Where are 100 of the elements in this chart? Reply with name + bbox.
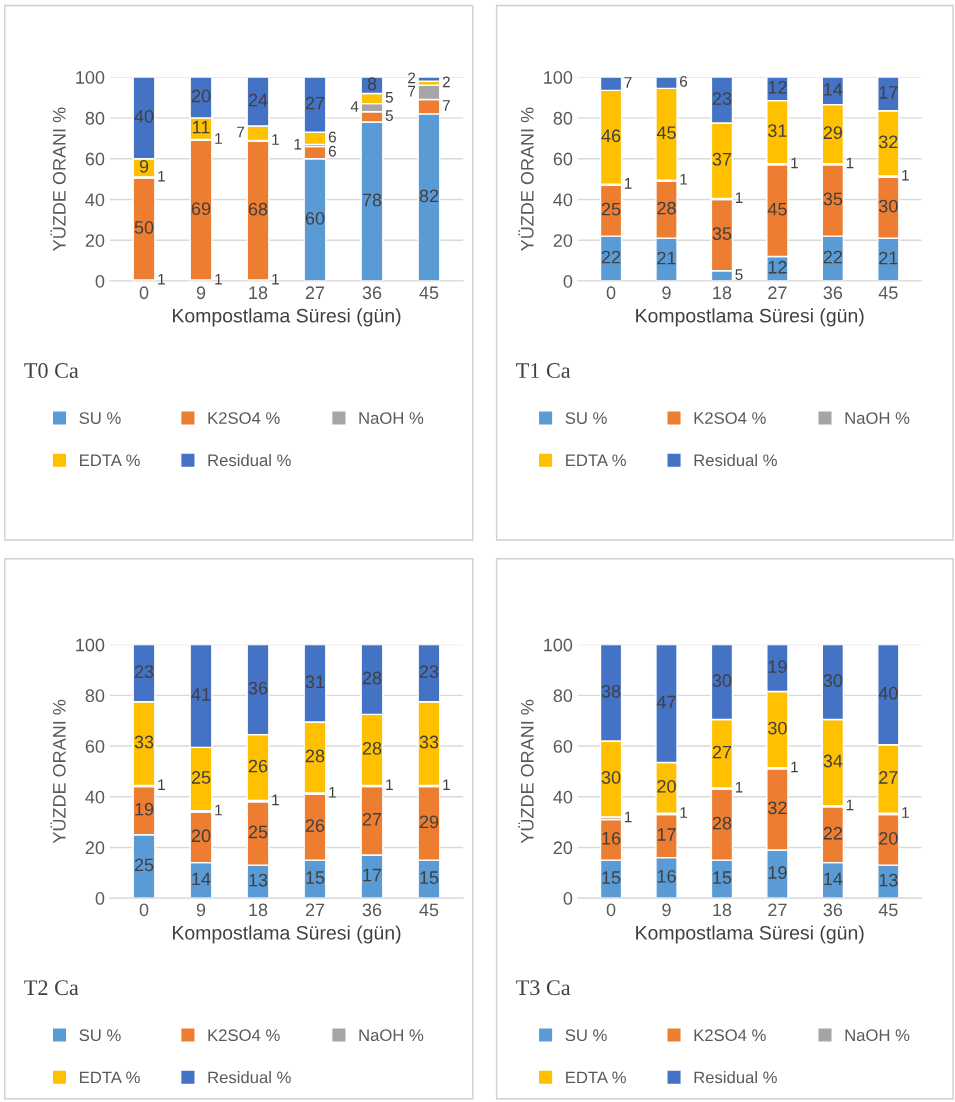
legend-label: SU % [565,1029,607,1042]
y-tick-label: 100 [76,638,105,652]
data-label: 1 [158,779,165,790]
x-tick-label: 36 [362,286,382,300]
x-tick-label: 27 [305,286,325,299]
text: T2 Ca [24,980,79,996]
x-axis-title: Kompostlama Süresi (gün) [636,308,864,327]
legend-label: EDTA % [80,1071,140,1084]
data-label: 1 [272,134,279,145]
data-label: 22 [823,826,842,840]
data-label: 31 [768,124,787,138]
data-label: 1 [791,157,798,169]
data-label: 15 [306,871,325,884]
data-label: 20 [657,779,676,793]
data-label: 1 [215,804,222,816]
data-label: 20 [879,831,898,845]
data-label: 2 [408,72,416,84]
data-label: 29 [823,126,843,140]
data-label: 1 [158,170,165,182]
x-tick-label: 0 [139,286,149,300]
legend-label: Residual % [208,453,291,467]
text: T0 Ca [24,363,79,379]
data-label: 22 [601,250,621,264]
legend-label: K2SO4 % [208,1029,280,1042]
y-tick-label: 0 [563,274,573,288]
data-label: 1 [680,807,687,818]
x-tick-label: 18 [249,903,268,917]
data-label: 38 [601,684,621,698]
y-tick-label: 20 [85,234,105,247]
data-label: 21 [657,251,676,265]
data-label: 47 [656,695,676,709]
data-label: 4 [350,101,359,112]
data-label: 16 [602,831,621,845]
data-label: 17 [879,86,898,99]
data-label: 27 [879,771,898,784]
data-label: 78 [362,193,382,207]
y-tick-label: 20 [553,841,573,855]
data-label: 41 [191,688,211,701]
x-tick-label: 9 [662,903,671,917]
x-tick-label: 36 [823,286,843,300]
data-label: 82 [419,189,439,203]
data-label: 1 [272,794,279,806]
y-tick-label: 20 [553,234,573,247]
x-axis-title: Kompostlama Süresi (gün) [636,925,864,944]
legend-label: NaOH % [845,1029,910,1042]
data-label: 19 [768,866,787,879]
data-label: 37 [712,152,732,166]
y-tick-label: 60 [85,152,105,166]
data-label: 13 [879,873,898,887]
text: T1 Ca [516,363,571,379]
data-label: 26 [305,819,325,833]
data-label: 1 [902,169,909,181]
data-label: 30 [878,199,898,213]
data-label: 27 [305,96,325,110]
data-label: 14 [824,872,843,886]
y-tick-label: 100 [544,638,573,652]
data-label: 16 [657,869,676,883]
data-label: 1 [272,273,279,285]
y-tick-label: 0 [563,892,573,905]
x-tick-label: 36 [362,903,382,917]
x-tick-label: 45 [878,286,898,300]
legend-label: Residual % [694,453,777,467]
data-label: 15 [420,871,439,884]
y-tick-label: 60 [553,152,573,166]
text: T3 Ca [516,980,571,996]
data-label: 15 [713,871,732,884]
data-label: 2 [442,76,450,88]
y-tick-label: 100 [76,71,105,84]
data-label: 1 [158,273,165,285]
data-label: 30 [768,721,787,735]
data-label: 35 [823,192,843,206]
data-label: 22 [823,250,842,264]
data-label: 28 [362,671,382,685]
y-tick-label: 40 [85,193,105,207]
legend-label: Residual % [694,1071,777,1084]
data-label: 25 [134,858,154,872]
data-label: 5 [735,269,743,281]
y-tick-label: 80 [553,689,573,703]
legend-label: SU % [565,412,607,424]
x-tick-label: 0 [606,903,616,917]
x-tick-label: 9 [662,286,671,300]
x-tick-label: 0 [139,903,149,917]
legend-label: K2SO4 % [694,412,766,424]
data-label: 30 [712,674,732,687]
data-label: 7 [624,77,632,88]
x-tick-label: 0 [606,286,616,300]
data-label: 33 [134,735,154,749]
data-label: 31 [305,675,325,689]
x-tick-label: 45 [419,903,439,917]
data-label: 5 [385,110,393,121]
legend-label: K2SO4 % [208,412,280,424]
legend-label: NaOH % [845,412,910,424]
x-tick-label: 45 [419,286,439,300]
data-label: 12 [768,80,787,94]
x-tick-label: 18 [249,286,268,300]
y-tick-label: 80 [85,111,105,125]
data-label: 8 [367,77,377,91]
data-label: 32 [878,135,898,149]
legend-label: K2SO4 % [694,1029,766,1042]
y-axis-title: YÜZDE ORANI % [518,699,534,844]
